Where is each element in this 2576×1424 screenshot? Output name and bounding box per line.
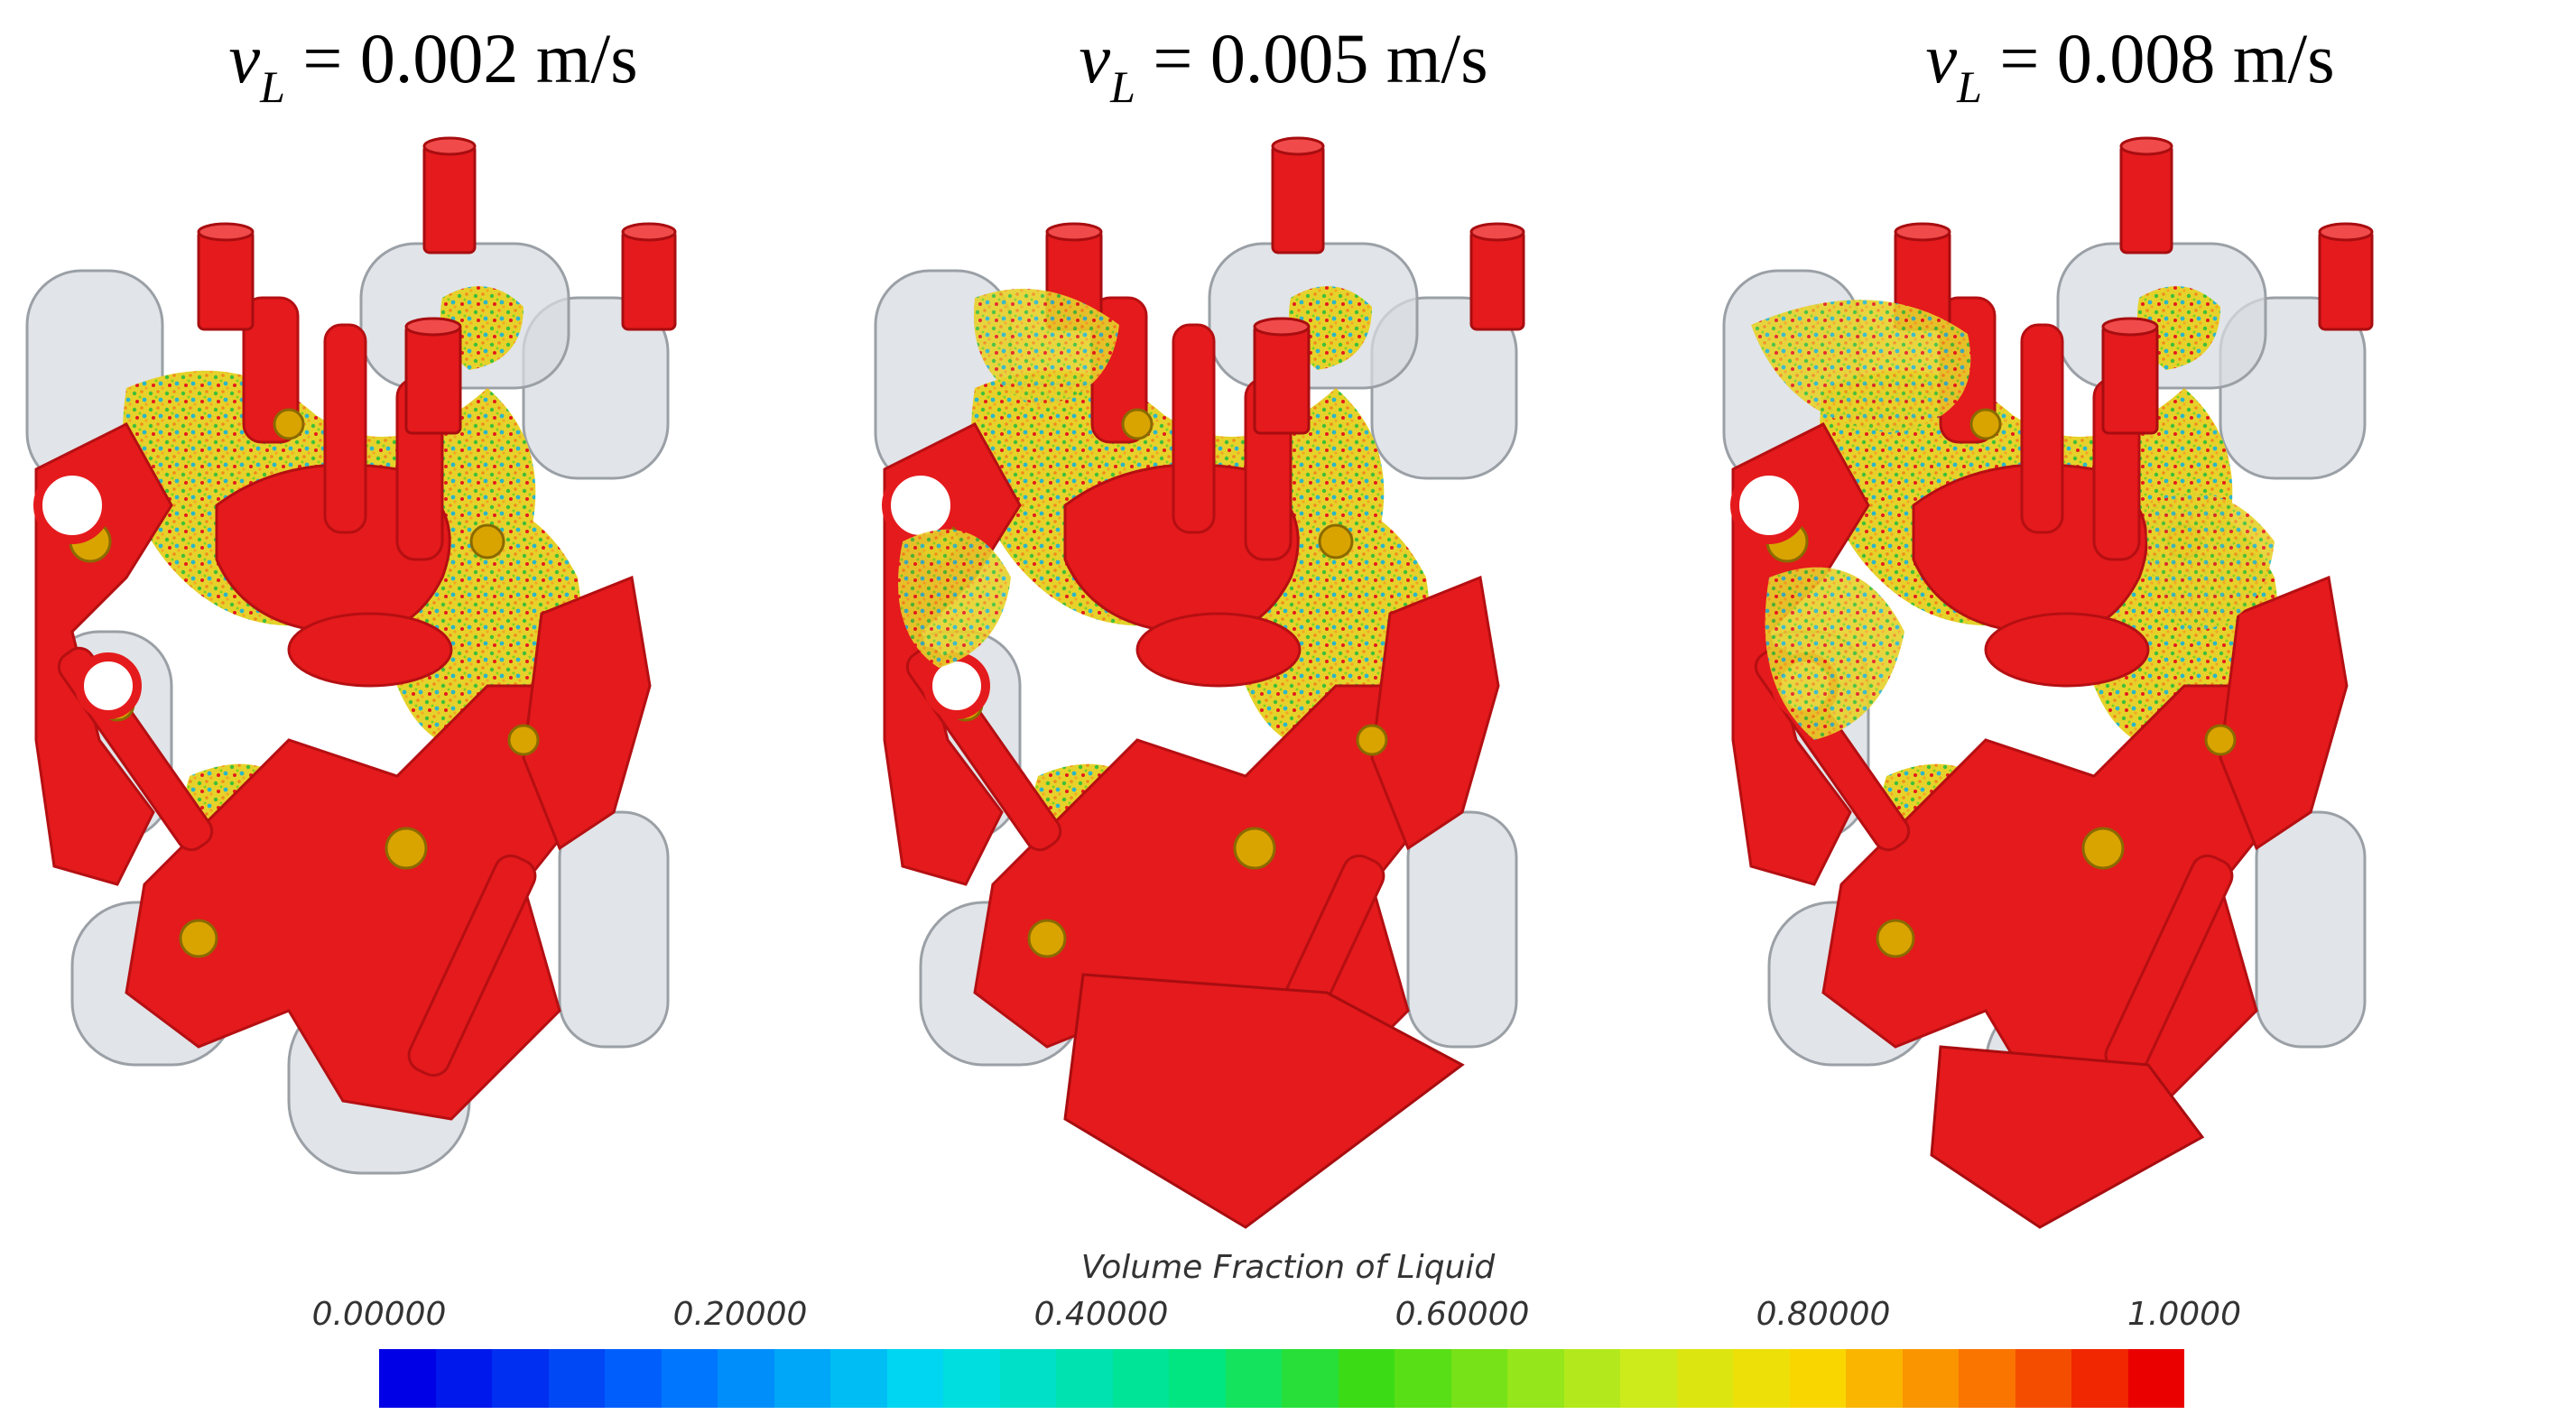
colorbar-segment <box>435 1349 492 1408</box>
colorbar-segment <box>1056 1349 1113 1408</box>
render-panel-1 <box>27 138 675 1173</box>
colorbar-segment <box>1507 1349 1564 1408</box>
colorbar-segment <box>605 1349 662 1408</box>
colorbar-segment <box>718 1349 774 1408</box>
colorbar-segment <box>774 1349 830 1408</box>
velocity-subscript: L <box>260 61 285 112</box>
colorbar-tick: 0.60000 <box>1395 1296 1530 1333</box>
velocity-subscript: L <box>1957 61 1982 112</box>
velocity-symbol: v <box>1079 19 1111 97</box>
colorbar-segment <box>2015 1349 2071 1408</box>
interface-region-panel-3c <box>2146 493 2275 632</box>
colorbar-segment <box>1112 1349 1169 1408</box>
base-block-panel-2 <box>1063 973 1465 1229</box>
panel-title-2: vL = 0.005 m/s <box>968 9 1599 136</box>
colorbar-segment <box>943 1349 1000 1408</box>
colorbar-tick: 0.00000 <box>311 1296 447 1333</box>
colorbar-segment <box>1225 1349 1282 1408</box>
colorbar-segment <box>1733 1349 1790 1408</box>
colorbar-segment <box>1395 1349 1451 1408</box>
panel-title-3: vL = 0.008 m/s <box>1814 9 2446 136</box>
colorbar-segment <box>1450 1349 1507 1408</box>
colorbar-segment <box>1620 1349 1677 1408</box>
colorbar-segment <box>1563 1349 1620 1408</box>
colorbar-segment <box>1789 1349 1846 1408</box>
colorbar-tick: 0.20000 <box>672 1296 808 1333</box>
colorbar-segment <box>1282 1349 1339 1408</box>
colorbar-segment <box>379 1349 436 1408</box>
colorbar-segment <box>548 1349 605 1408</box>
colorbar-title: Volume Fraction of Liquid <box>1080 1249 1496 1286</box>
colorbar-tick: 1.0000 <box>2127 1296 2241 1333</box>
interface-region-panel-2 <box>973 289 1119 406</box>
colorbar-tick: 0.80000 <box>1756 1296 1891 1333</box>
velocity-value: = 0.008 m/s <box>1981 19 2335 97</box>
interface-region-panel-2b <box>898 529 1011 668</box>
velocity-symbol: v <box>1925 19 1958 97</box>
colorbar-segment <box>999 1349 1056 1408</box>
colorbar-segment <box>1846 1349 1903 1408</box>
velocity-symbol: v <box>228 19 261 97</box>
colorbar-segment <box>830 1349 887 1408</box>
colorbar-tick: 0.40000 <box>1033 1296 1169 1333</box>
colorbar-segment <box>2127 1349 2184 1408</box>
colorbar-segment <box>2071 1349 2128 1408</box>
colorbar-segment <box>492 1349 549 1408</box>
interface-region-panel-3b <box>1765 567 1904 740</box>
velocity-value: = 0.005 m/s <box>1135 19 1488 97</box>
simulation-renders <box>0 0 2576 1229</box>
velocity-subscript: L <box>1110 61 1135 112</box>
colorbar: Volume Fraction of Liquid 0.00000 0.2000… <box>0 1245 2576 1424</box>
colorbar-segment <box>661 1349 718 1408</box>
base-block-panel-3 <box>1930 1045 2205 1229</box>
colorbar-segment <box>1676 1349 1733 1408</box>
panel-title-1: vL = 0.002 m/s <box>117 9 749 136</box>
colorbar-segment <box>1959 1349 2015 1408</box>
colorbar-segment <box>1169 1349 1226 1408</box>
colorbar-gradient <box>379 1349 2184 1408</box>
colorbar-segment <box>886 1349 943 1408</box>
colorbar-segment <box>1902 1349 1959 1408</box>
interface-region-panel-3 <box>1751 300 1971 433</box>
colorbar-segment <box>1338 1349 1395 1408</box>
velocity-value: = 0.002 m/s <box>284 19 638 97</box>
